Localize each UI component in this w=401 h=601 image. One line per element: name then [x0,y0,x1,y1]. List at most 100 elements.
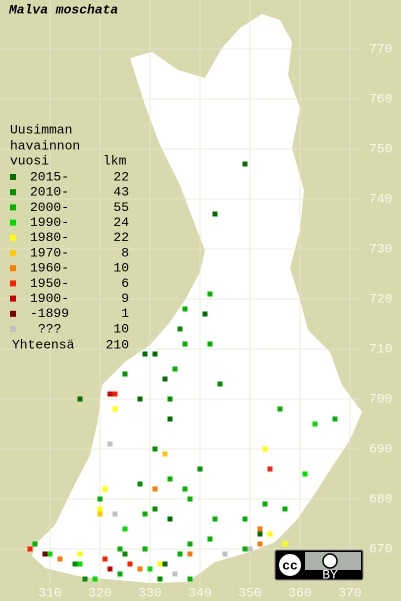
observation-square [152,486,158,492]
observation-square [162,561,168,567]
x-tick-label: 310 [38,585,61,600]
y-tick-label: 730 [369,241,392,256]
legend-label: 2000- [30,200,69,215]
observation-square [172,571,178,577]
observation-square [262,501,268,507]
observation-square [282,506,288,512]
legend-header: vuosi [10,153,49,168]
observation-square [172,366,178,372]
observation-square [207,291,213,297]
legend-swatch [10,310,16,317]
legend-swatch [10,326,16,332]
legend-swatch [10,234,16,241]
observation-square [187,496,193,502]
finland-land [32,14,362,583]
legend-count: 24 [113,215,129,230]
x-tick-label: 360 [288,585,311,600]
observation-square [262,446,268,452]
x-tick-label: 330 [138,585,161,600]
observation-square [187,576,193,582]
by-icon [322,553,338,569]
observation-square [267,531,273,537]
y-tick-label: 670 [369,541,392,556]
legend-swatch [10,189,16,196]
observation-square [257,526,263,532]
observation-square [107,391,113,397]
y-tick-label: 710 [369,341,392,356]
legend-count: 43 [113,185,129,200]
legend-label: 1950- [30,276,69,291]
observation-square [187,541,193,547]
observation-squares [27,161,338,582]
legend-label: ??? [38,321,61,336]
observation-square [212,211,218,217]
observation-square [332,416,338,422]
legend-label: 2010- [30,185,69,200]
y-tick-label: 760 [369,91,392,106]
observation-square [82,576,88,582]
observation-square [257,531,263,537]
x-tick-label: 320 [88,585,111,600]
observation-square [112,391,118,397]
legend-label: 1900- [30,291,69,306]
legend-count: 22 [113,230,129,245]
observation-square [212,516,218,522]
observation-square [247,546,253,552]
legend-count: 6 [121,276,129,291]
x-tick-label: 340 [188,585,211,600]
observation-square [157,576,163,582]
observation-square [42,551,48,557]
observation-square [77,561,83,567]
observation-square [72,561,78,567]
legend-header: Uusimman [10,122,72,137]
by-text: BY [322,567,338,582]
legend-label: 1970- [30,245,69,260]
legend-label: 1980- [30,230,69,245]
observation-square [152,506,158,512]
observation-square [222,551,228,557]
observation-square [242,546,248,552]
x-tick-label: 370 [338,585,361,600]
observation-square [97,511,103,517]
observation-square [267,466,273,472]
legend-label: 2015- [30,169,69,184]
observation-square [27,546,33,552]
y-tick-label: 750 [369,141,392,156]
observation-square [142,511,148,517]
observation-square [187,551,193,557]
observation-square [122,551,128,557]
observation-square [177,551,183,557]
legend-swatch [10,295,16,302]
observation-square [112,406,118,412]
observation-square [152,446,158,452]
cc-text: cc [282,558,298,573]
legend-count: 9 [121,291,129,306]
observation-square [77,396,83,402]
legend-count: 55 [113,200,129,215]
legend: Uusimman havainnon vuosi lkm Yhteensä 21… [10,122,129,352]
legend-swatch [10,204,16,211]
observation-square [162,376,168,382]
observation-square [167,416,173,422]
observation-square [47,551,53,557]
legend-label: 1990- [30,215,69,230]
y-tick-label: 680 [369,491,392,506]
observation-square [217,381,223,387]
legend-label: 1960- [30,261,69,276]
observation-square [312,421,318,427]
observation-square [242,516,248,522]
observation-square [92,576,98,582]
observation-square [137,481,143,487]
observation-square [257,541,263,547]
legend-count: 8 [121,245,129,260]
observation-square [112,511,118,517]
legend-swatch [10,250,16,256]
legend-swatch [10,219,16,226]
observation-square [117,571,123,577]
legend-swatch [10,265,16,272]
observation-square [57,556,63,562]
observation-square [182,486,188,492]
y-tick-label: 770 [369,41,392,56]
observation-square [167,516,173,522]
